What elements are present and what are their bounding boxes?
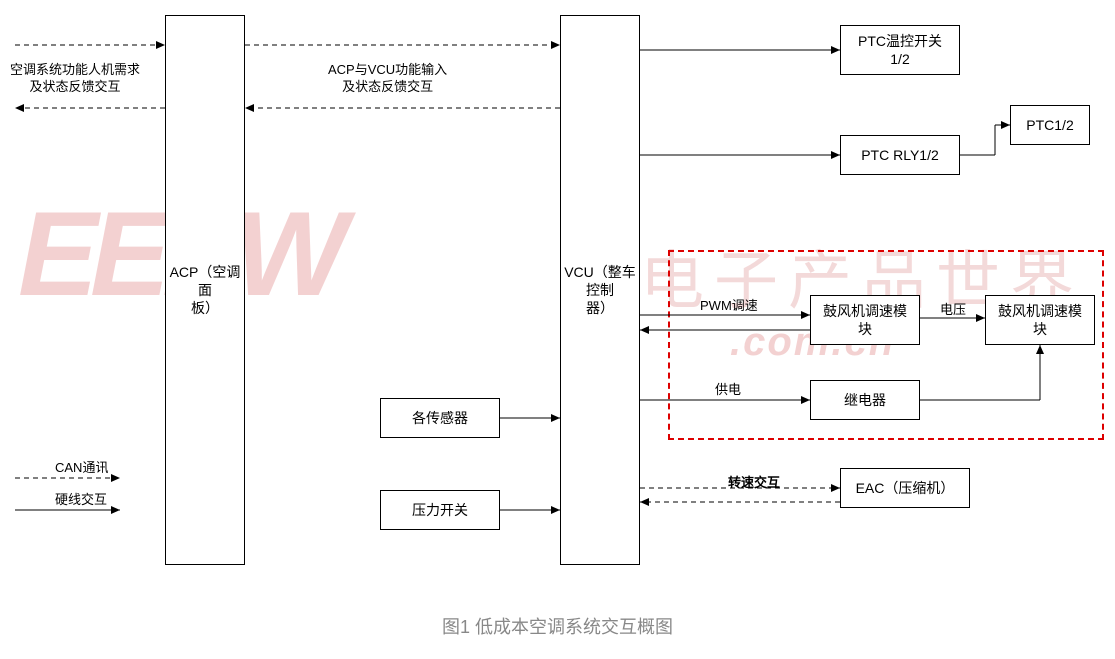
node-eac: EAC（压缩机）: [840, 468, 970, 508]
node-relay: 继电器: [810, 380, 920, 420]
node-blower2: 鼓风机调速模 块: [985, 295, 1095, 345]
node-sensors: 各传感器: [380, 398, 500, 438]
node-pressure: 压力开关: [380, 490, 500, 530]
label-power: 供电: [715, 382, 741, 399]
node-acp: ACP（空调面 板）: [165, 15, 245, 565]
label-rpm: 转速交互: [728, 475, 780, 492]
node-ptc: PTC1/2: [1010, 105, 1090, 145]
label-left_top: 空调系统功能人机需求 及状态反馈交互: [10, 62, 140, 96]
label-hard: 硬线交互: [55, 492, 107, 509]
label-can: CAN通讯: [55, 460, 108, 477]
figure-caption: 图1 低成本空调系统交互概图: [0, 613, 1115, 639]
label-mid_top: ACP与VCU功能输入 及状态反馈交互: [328, 62, 447, 96]
label-pwm: PWM调速: [700, 298, 758, 315]
node-ptc_rly: PTC RLY1/2: [840, 135, 960, 175]
node-vcu: VCU（整车控制 器）: [560, 15, 640, 565]
label-volt: 电压: [940, 302, 966, 319]
node-ptc_sw: PTC温控开关 1/2: [840, 25, 960, 75]
node-blower1: 鼓风机调速模 块: [810, 295, 920, 345]
